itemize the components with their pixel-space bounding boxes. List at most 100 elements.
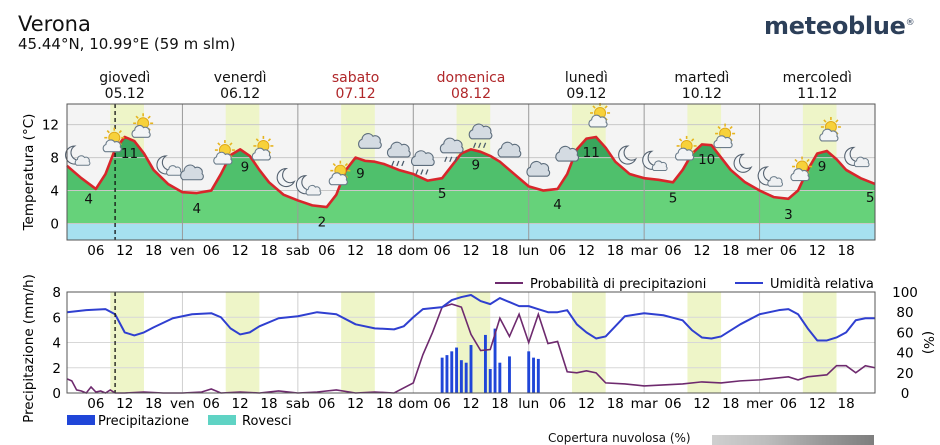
x-tick-label: 06 xyxy=(203,243,220,259)
x-tick-label: 12 xyxy=(693,243,710,259)
day-date-label: 11.12 xyxy=(797,86,837,102)
sun-ray xyxy=(147,115,151,119)
temperature-data-label: 9 xyxy=(356,166,365,182)
cloud-icon xyxy=(180,164,204,181)
cloud-shape xyxy=(526,160,551,177)
x-tick-label: 12 xyxy=(232,396,249,412)
x-tick-label: 18 xyxy=(722,243,739,259)
temperature-data-label: 11 xyxy=(583,145,600,161)
moon-cloud-icon xyxy=(642,150,668,172)
sun-ray xyxy=(835,119,839,123)
x-tick-label: dom xyxy=(398,396,428,412)
x-tick-label: dom xyxy=(398,243,428,259)
day-date-label: 05.12 xyxy=(105,86,145,102)
sun-ray xyxy=(592,105,596,109)
temperature-plot-frame xyxy=(66,103,876,241)
cloud-shape xyxy=(819,128,839,142)
day-name-label: giovedì xyxy=(99,70,150,86)
x-tick-label: 18 xyxy=(145,243,162,259)
day-date-label: 09.12 xyxy=(566,86,606,102)
x-tick-label: 06 xyxy=(87,243,104,259)
day-date-label: 06.12 xyxy=(220,86,260,102)
sun-ray xyxy=(823,119,827,123)
legend-showers-swatch xyxy=(208,415,236,425)
sun-ray xyxy=(118,130,122,134)
rain-drop xyxy=(444,156,448,163)
rain-cloud-icon xyxy=(468,123,493,149)
x-tick-label: 06 xyxy=(780,243,797,259)
cloud-shape xyxy=(74,155,91,166)
moon-cloud-icon xyxy=(757,166,783,187)
humidity-line xyxy=(66,294,875,342)
cloud-shape xyxy=(790,168,810,182)
x-tick-label: ven xyxy=(170,396,195,412)
x-tick-label: 06 xyxy=(434,243,451,259)
precip-bar xyxy=(455,347,459,393)
moon-shape xyxy=(618,145,638,165)
sun-cloud-icon xyxy=(588,102,611,128)
precip-bar xyxy=(469,345,473,393)
percent-tick-label: 20 xyxy=(896,366,913,382)
moon-icon xyxy=(618,145,638,165)
day-name-label: martedì xyxy=(674,70,729,86)
rain-drop xyxy=(425,169,429,175)
precip-bar xyxy=(532,357,535,393)
percent-tick-label: 40 xyxy=(896,346,913,362)
cloud-shape xyxy=(853,156,870,168)
location-title: Verona xyxy=(18,12,91,36)
temperature-data-label: 5 xyxy=(866,190,875,206)
x-tick-label: 18 xyxy=(491,396,508,412)
temperature-tick-label: 4 xyxy=(50,184,59,200)
cloud-shape xyxy=(439,137,464,154)
cloud-shape xyxy=(410,150,435,167)
moon-icon xyxy=(276,168,296,188)
rain-drop xyxy=(478,142,482,149)
rain-drop xyxy=(483,142,487,149)
precip-bar xyxy=(498,362,502,393)
meteoblue-logo[interactable]: meteoblue® xyxy=(764,12,915,40)
x-tick-label: 12 xyxy=(347,243,364,259)
x-tick-label: 06 xyxy=(549,396,566,412)
temperature-data-label: 9 xyxy=(241,160,250,176)
legend-showers-label: Rovesci xyxy=(242,414,292,429)
day-date-label: 07.12 xyxy=(336,86,376,102)
sun-cloud-icon xyxy=(131,113,154,138)
sun-ray xyxy=(217,142,221,146)
cloud-shape xyxy=(767,176,783,187)
cloud-cover-label: Copertura nuvolosa (%) xyxy=(548,431,691,445)
day-name-label: mercoledì xyxy=(783,70,852,86)
percent-tick-label: 80 xyxy=(896,305,913,321)
temperature-data-label: 10 xyxy=(698,152,715,168)
x-tick-label: 18 xyxy=(607,243,624,259)
precip-bar xyxy=(459,360,463,393)
sun-cloud-icon xyxy=(213,140,235,165)
legend-probability-label: Probabilità di precipitazioni xyxy=(530,277,706,292)
x-tick-label: 12 xyxy=(578,396,595,412)
sun-ray xyxy=(729,125,733,130)
rain-drop xyxy=(396,160,400,167)
x-tick-label: 12 xyxy=(116,243,133,259)
x-tick-label: 06 xyxy=(318,396,335,412)
sun-ray xyxy=(135,115,139,119)
percent-tick-label: 60 xyxy=(896,325,913,341)
x-tick-label: 06 xyxy=(434,396,451,412)
precip-bar xyxy=(508,356,511,393)
x-tick-label: 12 xyxy=(809,396,826,412)
temperature-data-label: 4 xyxy=(84,192,93,208)
cloud-shape xyxy=(213,151,233,165)
precip-bar xyxy=(536,358,540,393)
x-tick-label: 06 xyxy=(780,396,797,412)
x-tick-label: 12 xyxy=(578,243,595,259)
x-tick-label: sab xyxy=(286,243,310,259)
subzero-strip xyxy=(67,223,875,240)
moon-shape xyxy=(276,168,296,188)
sun-cloud-icon xyxy=(251,135,274,161)
x-tick-label: 12 xyxy=(462,243,479,259)
moon-cloud-icon xyxy=(295,175,322,196)
x-tick-label: 18 xyxy=(376,243,393,259)
x-tick-label: 18 xyxy=(838,243,855,259)
temperature-axis-label: Temperatura (°C) xyxy=(21,114,37,232)
precip-bar xyxy=(464,362,468,393)
x-tick-label: 18 xyxy=(376,396,393,412)
